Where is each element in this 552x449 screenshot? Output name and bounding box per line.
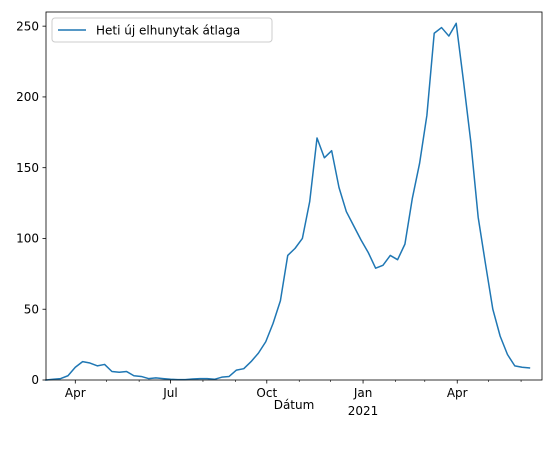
x-tick-label: Apr: [447, 386, 468, 400]
y-tick-label: 50: [24, 302, 39, 316]
series-line-0: [45, 22, 531, 381]
y-tick-label: 250: [16, 19, 39, 33]
axes: 0 50 100 150 200 250 Apr Jul Oct Jan 2021 Apr: [16, 11, 543, 418]
plot-area: [45, 22, 531, 381]
legend: Heti új elhunytak átlaga: [51, 17, 273, 43]
x-tick-label: Jan: [353, 386, 373, 400]
x-tick-year-label: 2021: [348, 404, 379, 418]
legend-label: Heti új elhunytak átlaga: [96, 24, 240, 38]
x-tick-label: Apr: [65, 386, 86, 400]
y-tick-label: 150: [16, 161, 39, 175]
x-tick-label: Oct: [256, 386, 277, 400]
plot-frame: [45, 11, 543, 381]
legend-box: [51, 17, 273, 43]
x-tick-label: Jul: [162, 386, 177, 400]
y-tick-label: 200: [16, 90, 39, 104]
y-tick-label: 0: [31, 373, 39, 387]
y-tick-label: 100: [16, 232, 39, 246]
x-axis-label: Dátum: [274, 398, 315, 412]
